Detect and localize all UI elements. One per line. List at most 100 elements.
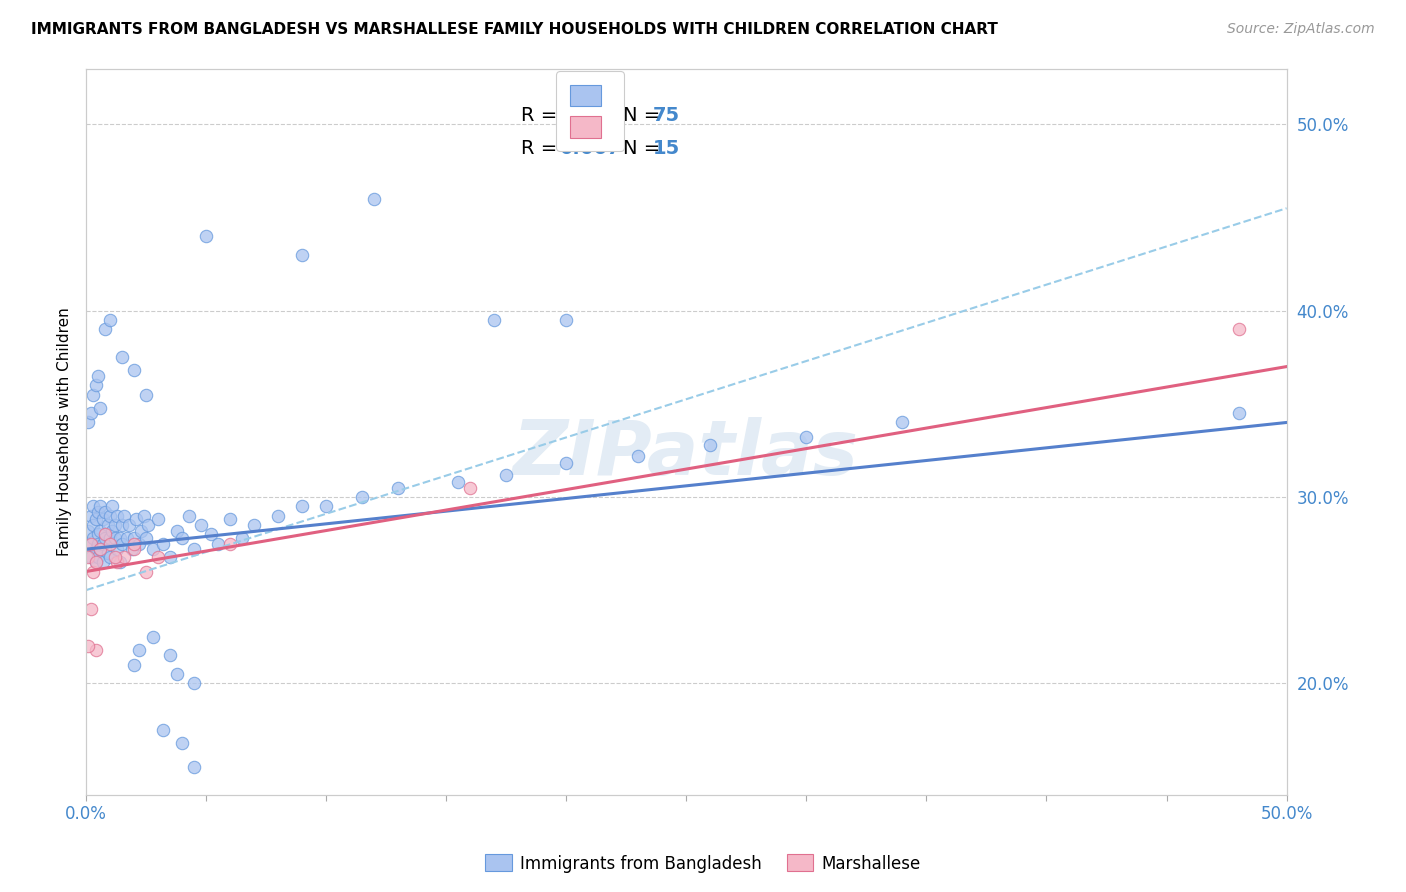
Point xyxy=(114,508,136,523)
Point xyxy=(104,531,127,545)
Point xyxy=(91,536,114,550)
Point xyxy=(84,555,107,569)
Point xyxy=(101,524,124,538)
Point xyxy=(82,500,104,514)
Point xyxy=(105,555,128,569)
Point xyxy=(152,723,174,737)
Point xyxy=(219,512,242,526)
Point xyxy=(105,508,128,523)
Point xyxy=(183,676,205,690)
Point xyxy=(104,517,127,532)
Point xyxy=(315,500,337,514)
Point xyxy=(458,481,481,495)
Text: N =: N = xyxy=(623,139,666,158)
Point xyxy=(84,642,107,657)
Point xyxy=(291,248,314,262)
Point xyxy=(195,229,218,244)
Point xyxy=(122,536,145,550)
Text: Source: ZipAtlas.com: Source: ZipAtlas.com xyxy=(1227,22,1375,37)
Point xyxy=(231,531,253,545)
Point xyxy=(77,549,100,564)
Point xyxy=(77,416,100,430)
Point xyxy=(111,517,134,532)
Text: 75: 75 xyxy=(652,106,681,125)
Point xyxy=(190,517,212,532)
Point xyxy=(796,430,818,444)
Point xyxy=(77,524,100,538)
Point xyxy=(219,536,242,550)
Text: 15: 15 xyxy=(652,139,681,158)
Point xyxy=(891,416,914,430)
Legend: Immigrants from Bangladesh, Marshallese: Immigrants from Bangladesh, Marshallese xyxy=(478,847,928,880)
Point xyxy=(166,524,188,538)
Point xyxy=(1227,322,1250,336)
Text: 0.667: 0.667 xyxy=(560,139,620,158)
Point xyxy=(555,457,578,471)
Point xyxy=(77,639,100,653)
Point xyxy=(94,322,117,336)
Point xyxy=(159,648,181,663)
Point xyxy=(89,542,111,557)
Y-axis label: Family Households with Children: Family Households with Children xyxy=(58,308,72,557)
Point xyxy=(105,542,128,557)
Point xyxy=(146,512,169,526)
Point xyxy=(101,500,124,514)
Text: R =: R = xyxy=(520,106,564,125)
Point xyxy=(84,555,107,569)
Point xyxy=(152,536,174,550)
Point xyxy=(94,505,117,519)
Point xyxy=(243,517,266,532)
Point xyxy=(98,531,121,545)
Point xyxy=(352,490,374,504)
Point xyxy=(84,512,107,526)
Point xyxy=(267,508,290,523)
Point xyxy=(125,512,148,526)
Point xyxy=(91,555,114,569)
Point xyxy=(89,524,111,538)
Point xyxy=(291,500,314,514)
Point xyxy=(82,517,104,532)
Point xyxy=(94,531,117,545)
Point xyxy=(172,531,194,545)
Point xyxy=(98,313,121,327)
Point xyxy=(84,542,107,557)
Point xyxy=(172,736,194,750)
Text: IMMIGRANTS FROM BANGLADESH VS MARSHALLESE FAMILY HOUSEHOLDS WITH CHILDREN CORREL: IMMIGRANTS FROM BANGLADESH VS MARSHALLES… xyxy=(31,22,998,37)
Point xyxy=(98,536,121,550)
Point xyxy=(82,387,104,401)
Point xyxy=(80,536,103,550)
Point xyxy=(135,531,157,545)
Point xyxy=(98,549,121,564)
Point xyxy=(80,508,103,523)
Text: N =: N = xyxy=(623,106,666,125)
Point xyxy=(138,517,160,532)
Point xyxy=(200,527,222,541)
Legend: , : , xyxy=(557,71,624,152)
Point xyxy=(135,565,157,579)
Point xyxy=(121,542,143,557)
Point xyxy=(122,542,145,557)
Point xyxy=(207,536,229,550)
Text: 0.246: 0.246 xyxy=(560,106,620,125)
Point xyxy=(82,531,104,545)
Point xyxy=(129,524,152,538)
Point xyxy=(555,313,578,327)
Point xyxy=(387,481,409,495)
Point xyxy=(128,642,150,657)
Point xyxy=(118,517,141,532)
Point xyxy=(166,667,188,681)
Point xyxy=(87,536,110,550)
Point xyxy=(87,368,110,383)
Point xyxy=(80,549,103,564)
Point xyxy=(84,378,107,392)
Point xyxy=(98,508,121,523)
Point xyxy=(80,406,103,420)
Point xyxy=(82,565,104,579)
Point xyxy=(87,549,110,564)
Point xyxy=(89,401,111,415)
Point xyxy=(135,387,157,401)
Point xyxy=(89,500,111,514)
Point xyxy=(122,531,145,545)
Point xyxy=(111,351,134,365)
Text: R =: R = xyxy=(520,139,564,158)
